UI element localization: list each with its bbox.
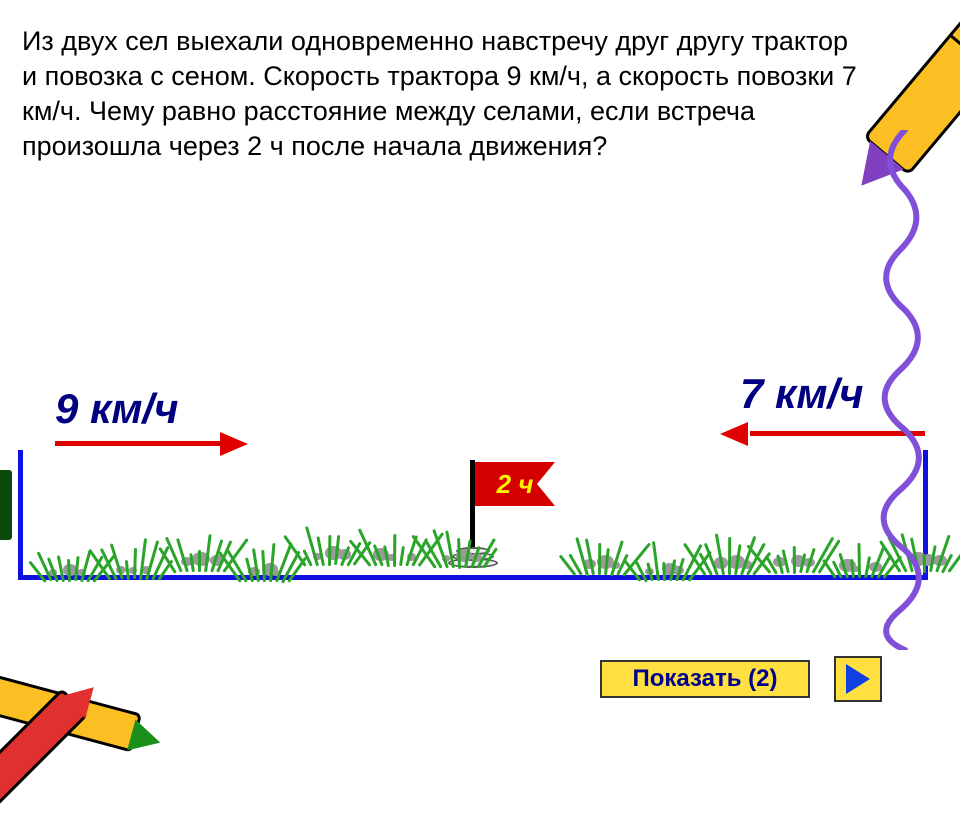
play-icon — [846, 664, 870, 694]
squiggle-decoration — [865, 130, 935, 650]
left-speed-arrow — [55, 438, 255, 448]
left-speed-label: 9 км/ч — [55, 385, 179, 433]
problem-text: Из двух сел выехали одновременно навстре… — [22, 24, 862, 164]
crayon-decoration-bottom-left — [0, 675, 142, 746]
right-speed-label: 7 км/ч — [740, 370, 864, 418]
next-button[interactable] — [834, 656, 882, 702]
show-button[interactable]: Показать (2) — [600, 660, 810, 698]
ground-decoration — [10, 510, 950, 590]
